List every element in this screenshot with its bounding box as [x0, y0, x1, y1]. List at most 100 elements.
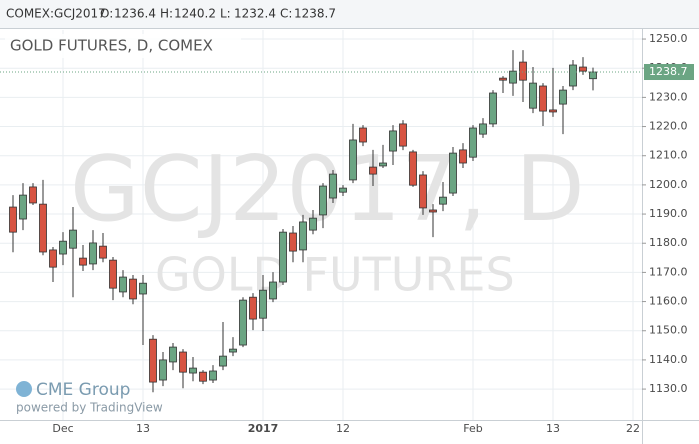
header: COMEX:GCJ2017 O: 1236.4 H: 1240.2 L: 1232.4 C:…	[6, 7, 336, 21]
y-tick-label: 1220.0	[649, 120, 688, 133]
body	[479, 123, 487, 135]
watermark: GCJ2017, D	[70, 137, 585, 242]
x-tick-label: 12	[336, 422, 350, 435]
y-tick-label: 1180.0	[649, 236, 688, 249]
body	[89, 242, 97, 265]
body	[359, 127, 367, 143]
body	[419, 174, 427, 209]
y-tick-label: 1140.0	[649, 353, 688, 366]
body	[309, 217, 317, 231]
x-tick-label: 13	[136, 422, 150, 435]
body	[429, 209, 437, 213]
body	[59, 240, 67, 255]
y-tick-label: 1150.0	[649, 324, 688, 337]
body	[189, 367, 197, 374]
body	[169, 346, 177, 363]
body	[369, 166, 377, 175]
last-price-box	[644, 64, 694, 81]
credit: powered by TradingView	[16, 401, 163, 415]
x-tick-label: Feb	[463, 422, 482, 435]
body	[509, 70, 517, 84]
body	[409, 151, 417, 186]
body	[239, 299, 247, 346]
body	[319, 185, 327, 216]
body	[139, 282, 147, 295]
body	[589, 71, 597, 80]
header-label: L:	[220, 7, 231, 21]
body	[209, 370, 217, 381]
body	[229, 348, 237, 353]
y-tick-label: 1160.0	[649, 295, 688, 308]
header-label: H:	[160, 7, 173, 21]
x-tick-label: 22	[626, 422, 640, 435]
body	[49, 249, 57, 268]
body	[499, 77, 507, 81]
body	[159, 359, 167, 381]
body	[269, 281, 277, 300]
header-value: 1240.2	[174, 7, 216, 21]
header-value: 1232.4	[234, 7, 276, 21]
body	[19, 194, 27, 220]
last-price-label: 1238.7	[649, 65, 688, 78]
body	[519, 61, 527, 81]
body	[339, 187, 347, 193]
body	[529, 82, 537, 109]
body	[279, 231, 287, 283]
body	[289, 232, 297, 252]
grid	[0, 30, 642, 420]
body	[549, 109, 557, 113]
body	[489, 92, 497, 125]
body	[569, 64, 577, 87]
body	[99, 245, 107, 259]
logo-text: CME Group	[36, 380, 130, 400]
body	[399, 123, 407, 147]
x-tick-label: 2017	[248, 422, 279, 435]
body	[219, 355, 227, 367]
body	[539, 85, 547, 112]
body	[69, 229, 77, 249]
body	[389, 130, 397, 152]
body	[329, 173, 337, 199]
body	[439, 196, 447, 205]
body	[29, 186, 37, 204]
body	[579, 66, 587, 72]
watermark: GOLD FUTURES	[155, 248, 515, 302]
x-tick-label: 13	[546, 422, 560, 435]
body	[469, 127, 477, 158]
header-label: C:	[280, 7, 292, 21]
body	[9, 206, 17, 233]
body	[299, 221, 307, 251]
body	[179, 351, 187, 373]
y-tick-label: 1250.0	[649, 32, 688, 45]
header-bar	[0, 0, 699, 28]
body	[449, 152, 457, 194]
x-tick-label: Dec	[52, 422, 73, 435]
logo: CME Group powered by TradingView	[16, 380, 163, 415]
body	[119, 276, 127, 293]
header-value: 1238.7	[294, 7, 336, 21]
body	[129, 278, 137, 300]
header-value: 1236.4	[114, 7, 156, 21]
y-tick-label: 1170.0	[649, 265, 688, 278]
y-tick-label: 1230.0	[649, 90, 688, 103]
symbol: COMEX:GCJ2017	[6, 7, 106, 21]
body	[199, 371, 207, 382]
y-tick-label: 1210.0	[649, 149, 688, 162]
body	[459, 149, 467, 164]
body	[349, 139, 357, 181]
body	[79, 257, 87, 266]
body	[379, 162, 387, 167]
plot	[0, 50, 642, 393]
body	[559, 89, 567, 105]
body	[249, 296, 257, 320]
y-tick-label: 1190.0	[649, 207, 688, 220]
body	[39, 203, 47, 253]
logo-icon	[16, 381, 32, 397]
body	[259, 289, 267, 319]
y-tick-label: 1130.0	[649, 382, 688, 395]
header-label: O:	[100, 7, 113, 21]
chart-title: GOLD FUTURES, D, COMEX	[10, 37, 213, 55]
y-tick-label: 1200.0	[649, 178, 688, 191]
body	[149, 338, 157, 383]
